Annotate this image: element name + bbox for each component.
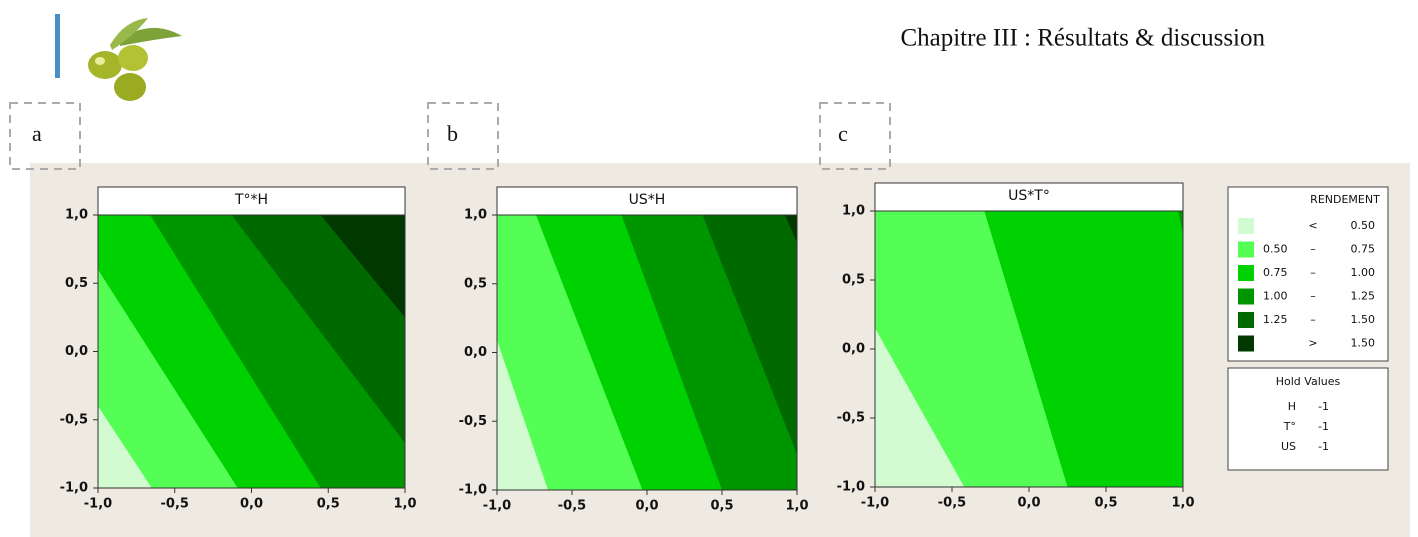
hold-box — [1227, 367, 1389, 471]
y-tick-label: 0,5 — [842, 273, 865, 288]
x-tick-label: -1,0 — [84, 497, 112, 512]
legend-level: 0.75 — [1351, 243, 1376, 256]
legend-swatch — [1238, 288, 1254, 305]
y-tick-label: 1,0 — [464, 208, 487, 223]
x-tick-label: 0,5 — [317, 497, 340, 512]
x-tick-label: -0,5 — [938, 496, 966, 511]
hold-value: -1 — [1318, 420, 1329, 433]
legend-swatch — [1238, 335, 1254, 352]
y-tick-label: -1,0 — [459, 483, 487, 498]
panel-title-box — [874, 182, 1184, 212]
band — [984, 211, 1183, 487]
panel-label-box — [427, 102, 499, 170]
y-tick-label: 1,0 — [842, 204, 865, 219]
band — [231, 215, 405, 443]
y-tick-label: -0,5 — [60, 412, 88, 427]
panel-title: US*H — [629, 192, 666, 208]
legend-swatch — [1238, 312, 1254, 328]
hold-title: Hold Values — [1276, 375, 1341, 388]
panel-label-box — [819, 102, 891, 170]
legend-level: 1.00 — [1351, 266, 1376, 279]
y-tick-label: 1,0 — [65, 208, 88, 223]
legend-level: 1.25 — [1351, 290, 1376, 303]
y-tick-label: -0,5 — [837, 411, 865, 426]
x-tick-label: -0,5 — [558, 499, 586, 514]
x-tick-label: 0,0 — [1017, 496, 1040, 511]
panel-title-box — [97, 186, 406, 216]
legend-swatch — [1238, 241, 1254, 258]
legend-level: 1.25 — [1263, 313, 1288, 326]
x-tick-label: -1,0 — [483, 499, 511, 514]
y-tick-label: 0,0 — [464, 345, 487, 360]
legend-level: 1.50 — [1351, 337, 1376, 350]
band — [785, 215, 797, 243]
panel-title: US*T° — [1008, 188, 1050, 204]
y-tick-label: -1,0 — [60, 481, 88, 496]
legend-symbol: – — [1310, 266, 1316, 279]
x-tick-label: 0,0 — [240, 497, 263, 512]
panel-label: a — [32, 121, 42, 146]
x-tick-label: 1,0 — [393, 497, 416, 512]
x-tick-label: 1,0 — [1171, 496, 1194, 511]
x-tick-label: -1,0 — [861, 496, 889, 511]
hold-value: -1 — [1318, 400, 1329, 413]
olive-logo — [88, 18, 182, 101]
legend-swatch — [1238, 265, 1254, 281]
hold-factor: US — [1281, 440, 1296, 453]
hold-factor: T° — [1283, 420, 1296, 433]
x-tick-label: 0,5 — [710, 499, 733, 514]
panel-label-box — [9, 102, 81, 170]
legend-title: RENDEMENT — [1310, 193, 1380, 206]
panel-label: c — [838, 121, 848, 146]
band — [702, 215, 797, 455]
legend-level: 0.75 — [1263, 266, 1288, 279]
hold-factor: H — [1288, 400, 1296, 413]
x-tick-label: -0,5 — [161, 497, 189, 512]
legend-swatch — [1238, 218, 1254, 234]
chapter-title: Chapitre III : Résultats & discussion — [900, 25, 1265, 52]
panel-label: b — [447, 121, 458, 146]
band — [1178, 211, 1183, 235]
legend-symbol: – — [1310, 313, 1316, 326]
legend-symbol: > — [1308, 337, 1317, 350]
y-tick-label: -1,0 — [837, 480, 865, 495]
y-tick-label: -0,5 — [459, 414, 487, 429]
y-tick-label: 0,5 — [464, 276, 487, 291]
legend-level: 0.50 — [1263, 243, 1288, 256]
y-tick-label: 0,5 — [65, 276, 88, 291]
legend-box — [1227, 186, 1389, 362]
x-tick-label: 0,0 — [635, 499, 658, 514]
hold-value: -1 — [1318, 440, 1329, 453]
x-tick-label: 0,5 — [1094, 496, 1117, 511]
legend-symbol: – — [1310, 243, 1316, 256]
legend-level: 1.00 — [1263, 290, 1288, 303]
legend-level: 0.50 — [1351, 219, 1376, 232]
band — [320, 215, 405, 318]
legend-symbol: < — [1308, 219, 1317, 232]
x-tick-label: 1,0 — [785, 499, 808, 514]
panel-title-box — [496, 186, 798, 216]
y-tick-label: 0,0 — [65, 344, 88, 359]
legend-symbol: – — [1310, 290, 1316, 303]
header-bar — [55, 14, 60, 78]
panel-title: T°*H — [234, 192, 268, 208]
legend-level: 1.50 — [1351, 313, 1376, 326]
y-tick-label: 0,0 — [842, 342, 865, 357]
